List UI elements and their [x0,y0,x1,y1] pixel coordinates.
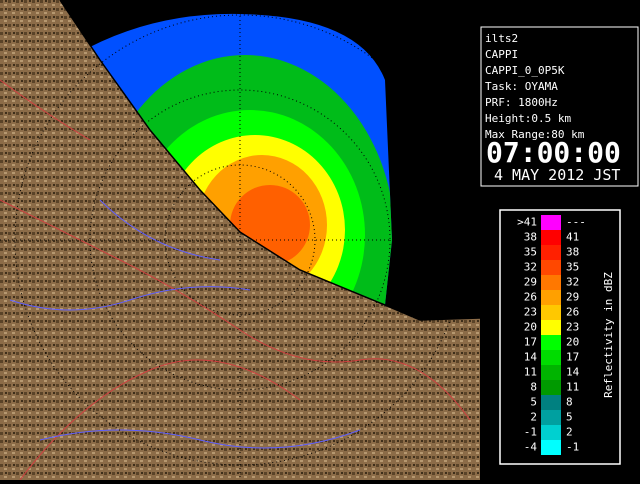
map [0,0,481,481]
legend-low: 38 [524,231,537,244]
legend: >41 --- 38 41 35 38 32 35 29 32 26 29 23 26 20 23 17 20 14… [517,215,586,455]
legend-high: --- [566,216,586,229]
legend-high: 5 [566,411,573,424]
legend-title: Reflectivity in dBZ [602,272,615,398]
legend-high: 41 [566,231,579,244]
info-line: Max Range:80 km [485,128,585,141]
legend-swatch [541,365,561,380]
info-line: Task: OYAMA [485,80,558,93]
legend-high: 35 [566,261,579,274]
legend-low: 14 [524,351,538,364]
legend-high: 11 [566,381,579,394]
legend-high: 32 [566,276,579,289]
legend-low: -1 [524,426,537,439]
legend-swatch [541,230,561,245]
time: 07:00:00 [486,136,621,169]
legend-swatch [541,350,561,365]
legend-low: 20 [524,321,537,334]
legend-high: 20 [566,336,579,349]
legend-swatch [541,440,561,455]
legend-high: 14 [566,366,580,379]
legend-low: 35 [524,246,537,259]
legend-high: 17 [566,351,579,364]
legend-high: 38 [566,246,579,259]
legend-swatch [541,335,561,350]
legend-high: 2 [566,426,573,439]
legend-low: 5 [530,396,537,409]
info: ilts2 CAPPI CAPPI_0_0P5K Task: OYAMA PRF: 18… [485,32,585,141]
info-line: Height:0.5 km [485,112,571,125]
legend-low: 8 [530,381,537,394]
legend-swatch [541,380,561,395]
legend-low: 23 [524,306,537,319]
info-line: ilts2 [485,32,518,45]
legend-swatch [541,395,561,410]
info-line: CAPPI_0_0P5K [485,64,565,77]
info-box [480,26,639,187]
legend-swatch [541,425,561,440]
legend-low: 2 [530,411,537,424]
legend-low: -4 [524,441,538,454]
legend-swatch [541,275,561,290]
legend-swatch [541,320,561,335]
legend-low: 11 [524,366,537,379]
legend-swatch [541,245,561,260]
legend-swatch [541,290,561,305]
legend-swatch [541,410,561,425]
legend-low: 17 [524,336,537,349]
legend-high: 8 [566,396,573,409]
legend-swatch [541,260,561,275]
info-line: PRF: 1800Hz [485,96,558,109]
legend-low: 29 [524,276,537,289]
info-line: CAPPI [485,48,518,61]
legend-high: 23 [566,321,579,334]
legend-low: 26 [524,291,537,304]
legend-low: >41 [517,216,537,229]
legend-high: 29 [566,291,579,304]
legend-high: -1 [566,441,579,454]
legend-swatch [541,215,561,230]
legend-low: 32 [524,261,537,274]
legend-high: 26 [566,306,579,319]
date: 4 MAY 2012 JST [494,166,620,184]
legend-swatch [541,305,561,320]
